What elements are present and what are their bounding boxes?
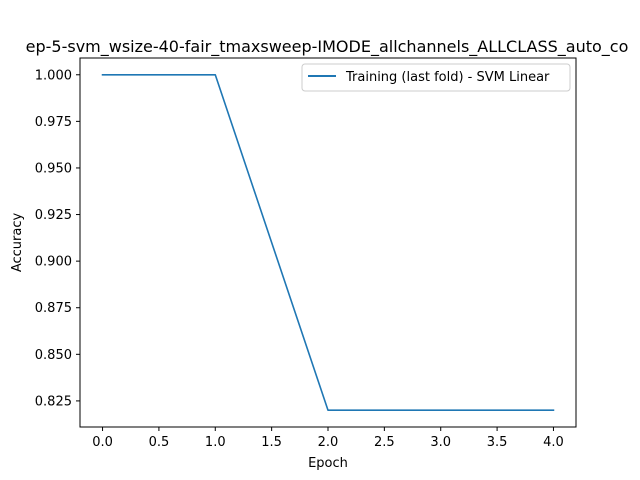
y-tick-label: 0.825 [35, 394, 72, 409]
x-tick-label: 2.0 [318, 435, 339, 450]
x-tick-label: 1.0 [205, 435, 226, 450]
series-line [101, 73, 555, 412]
x-tick-label: 0.0 [92, 435, 113, 450]
legend-box [301, 63, 571, 92]
x-axis-label: Epoch [308, 456, 348, 471]
x-tick-label: 3.5 [487, 435, 508, 450]
y-tick-label: 0.875 [35, 301, 72, 316]
y-tick-label: 1.000 [35, 68, 72, 83]
legend-label: Training (last fold) - SVM Linear [345, 70, 550, 85]
x-tick-label: 2.5 [374, 435, 395, 450]
y-tick-label: 0.900 [35, 255, 72, 270]
y-tick-label: 0.950 [35, 161, 72, 176]
y-tick-label: 0.975 [35, 115, 72, 130]
y-axis-ticks: 0.825 0.850 0.875 0.900 0.925 0.950 0.975 1.000 [35, 68, 80, 409]
x-tick-label: 4.0 [543, 435, 564, 450]
legend: Training (last fold) - SVM Linear [301, 63, 571, 92]
plot-area-frame [79, 57, 577, 428]
x-tick-label: 0.5 [149, 435, 170, 450]
x-tick-label: 3.0 [430, 435, 451, 450]
y-tick-label: 0.925 [35, 208, 72, 223]
y-axis-label: Accuracy [10, 213, 25, 273]
x-tick-label: 1.5 [261, 435, 282, 450]
x-axis-ticks: 0.0 0.5 1.0 1.5 2.0 2.5 3.0 3.5 4.0 [92, 427, 564, 450]
y-tick-label: 0.850 [35, 348, 72, 363]
series-layer [101, 73, 555, 412]
chart-title: ep-5-svm_wsize-40-fair_tmaxsweep-IMODE_a… [26, 37, 629, 57]
